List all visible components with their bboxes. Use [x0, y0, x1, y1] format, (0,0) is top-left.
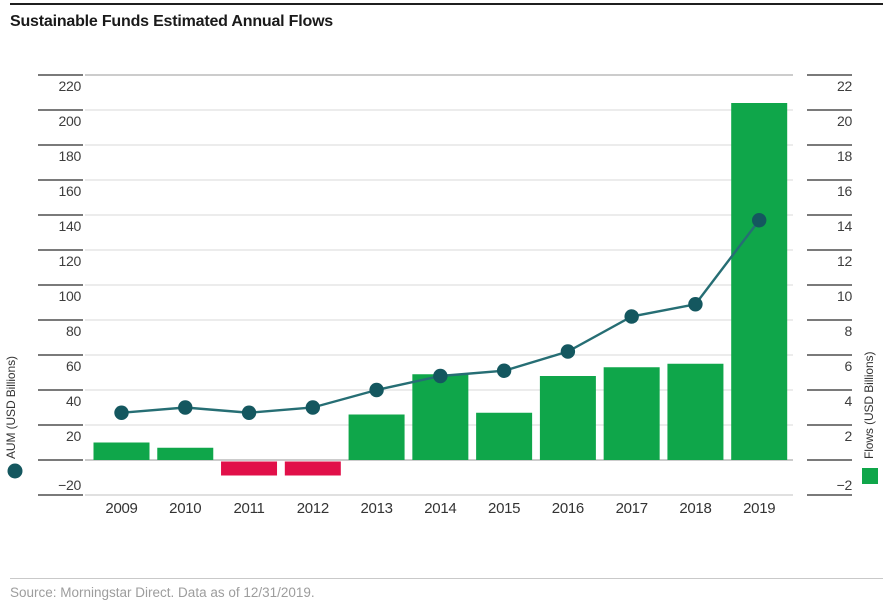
- aum-legend-marker: [7, 463, 23, 479]
- year-label-2009: 2009: [105, 500, 137, 517]
- top-divider: [10, 3, 883, 5]
- source-note: Source: Morningstar Direct. Data as of 1…: [10, 585, 315, 600]
- left-tick-label-140: 140: [59, 218, 82, 234]
- right-tick-label-220: 22: [837, 78, 852, 94]
- flow-bar-2015: [476, 412, 533, 460]
- flows-legend-marker: [862, 468, 878, 484]
- right-tick-label-20: 2: [845, 428, 853, 444]
- left-axis-title: AUM (USD Billions): [4, 356, 18, 459]
- flow-bar-2009: [93, 442, 150, 460]
- left-tick-label-160: 160: [59, 183, 82, 199]
- aum-dot-2012: [305, 400, 321, 415]
- year-label-2019: 2019: [743, 500, 775, 517]
- year-label-2016: 2016: [552, 500, 584, 517]
- flow-bar-2013: [348, 414, 405, 460]
- right-tick-label-140: 14: [837, 218, 852, 234]
- chart-title: Sustainable Funds Estimated Annual Flows: [10, 13, 334, 30]
- aum-dot-2010: [178, 400, 193, 415]
- flow-bar-2017: [603, 367, 660, 460]
- year-label-2015: 2015: [488, 500, 520, 517]
- aum-dot-2011: [241, 405, 257, 420]
- year-label-2011: 2011: [234, 500, 265, 517]
- left-tick-label-100: 100: [59, 288, 82, 304]
- left-tick-label--20: −20: [58, 477, 81, 493]
- flow-bar-2010: [157, 447, 214, 460]
- year-label-2014: 2014: [424, 500, 456, 517]
- aum-dot-2015: [496, 363, 512, 378]
- left-tick-label-40: 40: [66, 393, 81, 409]
- flow-bar-2019: [731, 103, 788, 460]
- aum-dot-2016: [560, 344, 576, 359]
- year-label-2013: 2013: [360, 500, 392, 517]
- bottom-divider: [10, 578, 883, 579]
- year-label-2017: 2017: [616, 500, 648, 517]
- left-tick-label-20: 20: [66, 428, 81, 444]
- aum-dot-2017: [624, 309, 639, 324]
- left-tick-label-80: 80: [66, 323, 81, 339]
- aum-dot-2014: [433, 368, 448, 384]
- right-axis-title: Flows (USD Billions): [862, 351, 876, 459]
- aum-dot-2019: [752, 213, 767, 228]
- right-tick-label-100: 10: [837, 288, 852, 304]
- right-tick-label-120: 12: [837, 253, 852, 269]
- left-tick-label-200: 200: [59, 113, 82, 129]
- right-tick-label-180: 18: [837, 148, 852, 164]
- aum-dot-2009: [114, 405, 129, 420]
- left-tick-label-60: 60: [66, 358, 81, 374]
- year-label-2012: 2012: [297, 500, 329, 517]
- left-tick-label-180: 180: [59, 148, 82, 164]
- right-tick-label-160: 16: [837, 183, 852, 199]
- right-tick-label-80: 8: [845, 323, 853, 339]
- flow-bar-2014: [412, 374, 469, 460]
- right-tick-label-60: 6: [845, 358, 853, 374]
- year-label-2010: 2010: [169, 500, 201, 517]
- left-tick-label-220: 220: [59, 78, 82, 94]
- flow-bar-2011: [221, 461, 278, 476]
- aum-dot-2013: [369, 382, 384, 398]
- flow-bar-2018: [667, 363, 724, 460]
- year-label-2018: 2018: [679, 500, 711, 517]
- aum-dot-2018: [688, 297, 703, 312]
- left-tick-label-120: 120: [59, 253, 82, 269]
- right-tick-label-200: 20: [837, 113, 852, 129]
- right-tick-label--20: −2: [837, 477, 853, 493]
- right-tick-label-40: 4: [845, 393, 853, 409]
- flow-bar-2016: [539, 376, 596, 460]
- flow-bar-2012: [284, 461, 341, 476]
